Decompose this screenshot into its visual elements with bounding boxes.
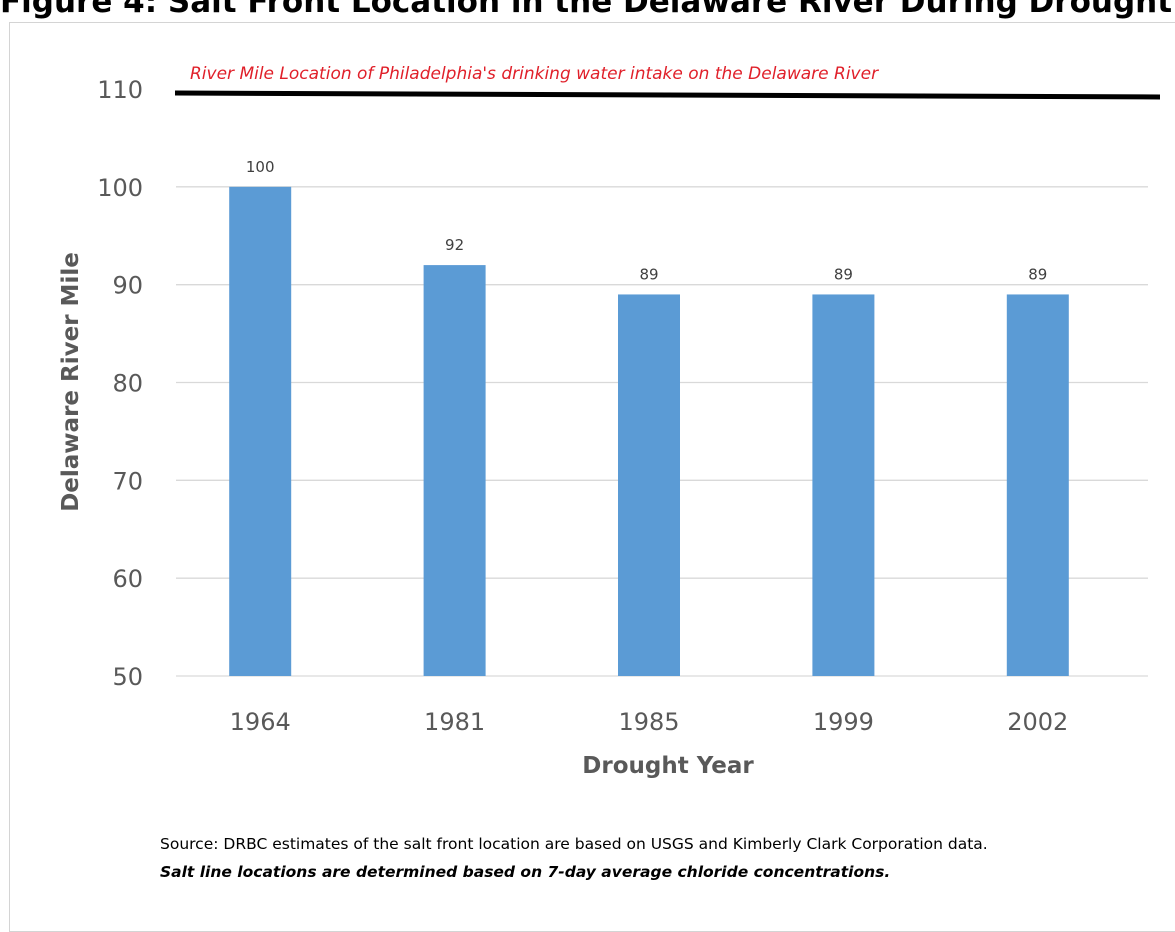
y-tick-labels: 50 60 70 80 90 100 110	[97, 76, 143, 691]
x-tick-label: 1985	[618, 708, 679, 736]
bar-chart: 100 92 89 89 89 50 60 70 80 90 100 110 1964 1981 198…	[58, 64, 1161, 779]
x-tick-label: 1981	[424, 708, 485, 736]
y-tick-label: 50	[112, 663, 143, 691]
y-axis-label: Delaware River Mile	[58, 252, 84, 512]
y-tick-label: 110	[97, 76, 143, 104]
reference-line-label: River Mile Location of Philadelphia's dr…	[190, 64, 879, 84]
source-note: Source: DRBC estimates of the salt front…	[160, 835, 988, 853]
y-tick-label: 80	[112, 370, 143, 398]
y-tick-label: 100	[97, 174, 143, 202]
x-tick-labels: 1964 1981 1985 1999 2002	[230, 708, 1069, 736]
bar	[618, 294, 680, 676]
bar	[229, 186, 292, 677]
data-label: 92	[445, 236, 464, 254]
y-tick-label: 90	[112, 272, 143, 300]
bars	[229, 186, 1069, 677]
methodology-note: Salt line locations are determined based…	[160, 863, 891, 881]
reference-line	[174, 90, 1161, 100]
y-tick-label: 70	[112, 467, 143, 495]
x-tick-label: 2002	[1007, 708, 1068, 736]
x-axis-label: Drought Year	[582, 753, 754, 779]
data-label: 89	[639, 265, 658, 283]
data-labels: 100 92 89 89 89	[246, 158, 1047, 284]
bar	[812, 294, 875, 676]
bar	[423, 265, 486, 676]
figure-title: Figure 4: Salt Front Location in the Del…	[0, 0, 1175, 20]
bar	[1006, 294, 1069, 676]
data-label: 89	[1028, 265, 1047, 283]
reference-line-group: River Mile Location of Philadelphia's dr…	[174, 64, 1161, 100]
x-tick-label: 1999	[813, 708, 874, 736]
x-tick-label: 1964	[230, 708, 291, 736]
data-label: 89	[834, 265, 853, 283]
y-tick-label: 60	[112, 565, 143, 593]
data-label: 100	[246, 158, 275, 176]
